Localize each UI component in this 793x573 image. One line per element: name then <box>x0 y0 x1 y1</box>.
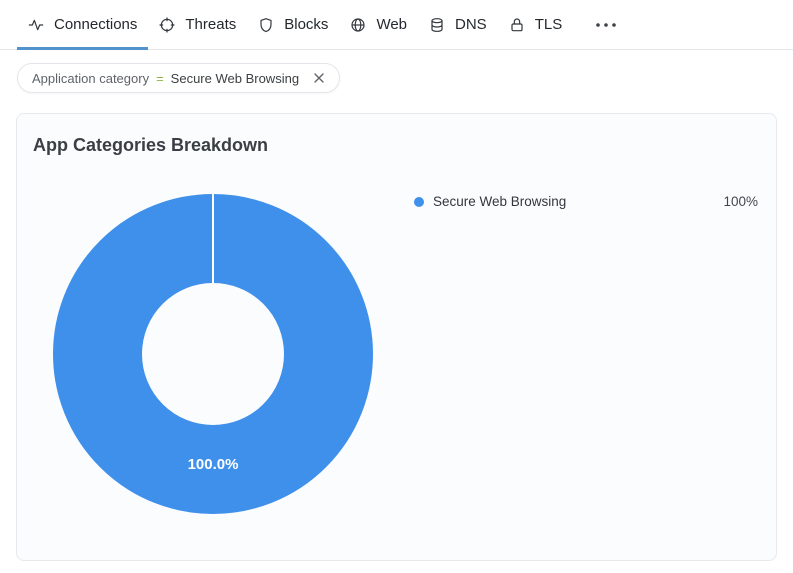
tab-label: TLS <box>534 16 563 33</box>
legend-value: 100% <box>723 194 758 209</box>
tab-label: Blocks <box>284 16 329 33</box>
chart-legend: Secure Web Browsing 100% <box>414 194 758 209</box>
top-tab-bar: Connections Threats Blocks Web DNS <box>0 0 793 50</box>
legend-item-secure-web-browsing[interactable]: Secure Web Browsing <box>414 194 566 209</box>
card-title: App Categories Breakdown <box>33 135 269 155</box>
globe-icon <box>351 17 366 32</box>
close-x-icon <box>314 73 324 83</box>
filter-field: Application category <box>32 70 150 86</box>
tab-threats[interactable]: Threats <box>148 0 247 49</box>
tab-label: Web <box>376 16 408 33</box>
lock-icon <box>511 17 523 31</box>
tab-web[interactable]: Web <box>339 0 418 49</box>
database-icon <box>431 17 443 32</box>
remove-filter-button[interactable] <box>309 68 329 88</box>
segment-percent-label: 100.0% <box>188 456 239 473</box>
filter-value: Secure Web Browsing <box>170 70 300 86</box>
tab-label: Threats <box>185 16 237 33</box>
app-categories-breakdown-card: App Categories Breakdown 100.0% Secure W… <box>16 113 777 561</box>
tab-connections[interactable]: Connections <box>17 0 149 50</box>
more-tabs-button[interactable] <box>583 0 629 49</box>
tab-tls[interactable]: TLS <box>498 0 574 49</box>
legend-label: Secure Web Browsing <box>433 194 567 209</box>
tab-blocks[interactable]: Blocks <box>247 0 339 49</box>
activity-icon <box>28 19 44 30</box>
filter-operator: = <box>156 70 164 86</box>
shield-icon <box>260 17 272 32</box>
tab-dns[interactable]: DNS <box>418 0 498 49</box>
donut-chart: 100.0% <box>53 194 373 514</box>
target-icon <box>159 16 175 33</box>
tab-label: Connections <box>54 16 138 33</box>
ellipsis-icon <box>596 22 617 27</box>
filter-chip-application-category[interactable]: Application category = Secure Web Browsi… <box>17 63 341 93</box>
tab-label: DNS <box>455 16 487 33</box>
legend-dot-icon <box>414 196 424 207</box>
filter-bar: Application category = Secure Web Browsi… <box>0 50 793 93</box>
